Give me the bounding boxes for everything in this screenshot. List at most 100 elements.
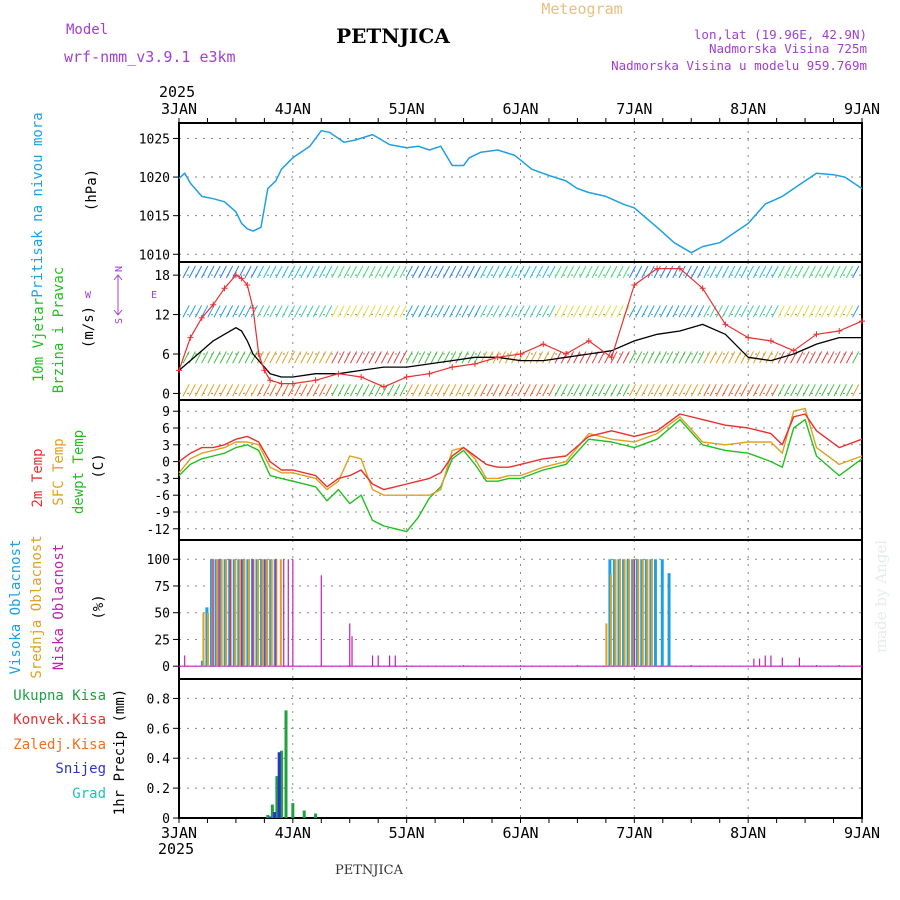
wind-barb (653, 351, 661, 364)
wind-barb (715, 384, 723, 397)
wind-barb (796, 305, 804, 318)
wind-barb (368, 384, 376, 397)
wind-barb (430, 265, 438, 279)
wind-barb (827, 351, 835, 364)
wind-barb (182, 305, 190, 318)
wind-barb (238, 384, 246, 397)
wind-barb (281, 351, 289, 364)
wind-barb (182, 351, 190, 364)
wind-barb (362, 351, 370, 364)
cloud-bar (202, 612, 205, 667)
wind-barb (387, 305, 395, 318)
date-top-label: 8JAN (730, 100, 766, 118)
wind-barb (213, 305, 221, 318)
cloud-bar (608, 559, 612, 667)
year-bottom: 2025 (158, 840, 194, 858)
cloud-bar (279, 559, 282, 667)
cloud-bar (646, 559, 649, 667)
wind-barb (486, 384, 494, 397)
wind-barb (511, 351, 519, 364)
wind-barb (635, 384, 643, 397)
wind-speed-marker (585, 337, 592, 344)
cloud-tick-label: 50 (154, 607, 170, 622)
wind-barb (442, 305, 451, 318)
wind-barb (467, 384, 475, 397)
wind-barb (734, 265, 742, 279)
wind-barb (833, 265, 841, 279)
wind-barb (628, 384, 637, 397)
temp-unit: (C) (91, 453, 107, 478)
wind-barb (839, 265, 847, 279)
wind-barb (325, 384, 333, 397)
wind-barb (312, 351, 320, 364)
wind-barb (703, 351, 711, 364)
wind-barb (523, 351, 531, 364)
wind-barb (579, 265, 587, 279)
wind-barb (808, 384, 816, 397)
wind-barb (771, 265, 779, 279)
wind-barb (405, 384, 413, 397)
cloud-bar (690, 665, 692, 667)
cloud-bar (623, 559, 626, 667)
wind-barb (839, 305, 847, 318)
wind-speed-marker (494, 354, 501, 361)
wind-barb (393, 384, 401, 397)
wind-barb (300, 265, 308, 279)
wind-barb (746, 384, 754, 397)
pressure-panel-frame (178, 122, 863, 263)
wind-barb (591, 351, 599, 364)
cloud-bar (815, 665, 818, 667)
wind-barb (201, 305, 209, 318)
wind-barb (852, 351, 860, 364)
wind-barb (325, 305, 333, 318)
precip-tick-label: 0.6 (147, 722, 170, 737)
cloud-bar (292, 559, 294, 667)
wind-barb (461, 384, 469, 397)
wind-barb (387, 265, 395, 279)
wind-barb (188, 265, 196, 279)
wind-barb (659, 351, 668, 364)
wind-barb (845, 384, 854, 397)
wind-barb (697, 265, 705, 279)
date-bottom-label: 7JAN (616, 824, 652, 842)
elevation: Nadmorska Visina 725m (709, 41, 867, 56)
wind-barb (641, 384, 649, 397)
wind-barb (827, 384, 835, 397)
wind-barb (821, 305, 829, 318)
wind-barb (622, 384, 630, 397)
wind-barb (219, 305, 227, 318)
wind-barb (461, 351, 469, 364)
wind-barb (554, 351, 562, 364)
wind-speed-marker (608, 354, 615, 361)
wind-barb (635, 265, 643, 279)
temp-label-2: SFC Temp (51, 438, 67, 505)
wind-barb (703, 384, 711, 397)
wind-barb (213, 384, 221, 397)
wind-speed-marker (722, 321, 729, 328)
wind-barb (312, 384, 320, 397)
wind-barb (628, 305, 637, 318)
wind-barb (294, 305, 302, 318)
wind-barb (492, 305, 500, 318)
wind-speed-marker (836, 328, 843, 334)
wind-barb (349, 305, 358, 318)
wind-barb (821, 265, 829, 279)
cloud-bar (241, 559, 245, 667)
wind-label-1: 10m Vjetar (31, 298, 47, 382)
wind-barb (424, 265, 432, 279)
wind-barb (833, 384, 841, 397)
wind-barb (349, 351, 358, 364)
wind-barb (604, 265, 612, 279)
cloud-bar (649, 559, 653, 667)
wind-speed-marker (563, 351, 570, 357)
wind-barb (194, 351, 203, 364)
model-name: wrf-nmm_v3.9.1 e3km (64, 48, 236, 66)
cloud-tick-label: 0 (162, 660, 170, 675)
wind-barb (207, 384, 215, 397)
wind-barb (467, 265, 475, 279)
wind-barb (752, 384, 761, 397)
pressure-label: Pritisak na nivou mora (30, 112, 46, 297)
wind-barb (337, 265, 345, 279)
wind-barb (306, 384, 314, 397)
